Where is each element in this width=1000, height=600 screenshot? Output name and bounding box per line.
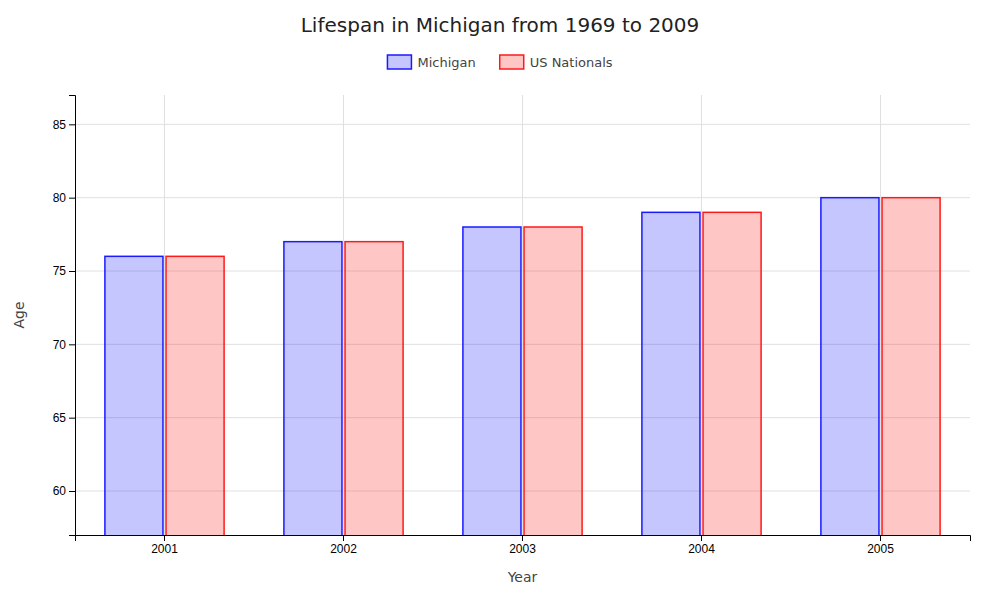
bar — [882, 198, 940, 535]
tick-label: 65 — [53, 411, 67, 425]
chart: 60 65 70 75 80 85 2001 2002 2003 2004 2005 Lifespan… — [0, 0, 1000, 600]
legend-swatch — [387, 55, 411, 69]
legend-label: US Nationals — [530, 55, 613, 70]
tick-mark — [69, 418, 75, 419]
bar-series — [166, 198, 940, 535]
tick-mark — [880, 535, 881, 541]
tick: 75 — [53, 264, 75, 278]
legend: Michigan US Nationals — [387, 55, 612, 70]
bar — [105, 256, 163, 535]
grid-line-x — [880, 95, 881, 535]
legend-item: US Nationals — [500, 55, 613, 70]
tick-mark — [69, 124, 75, 125]
tick-mark — [343, 535, 344, 541]
bar — [703, 212, 761, 535]
tick-mark — [701, 535, 702, 541]
legend-swatch — [500, 55, 524, 69]
legend-label: Michigan — [417, 55, 475, 70]
tick-mark — [69, 198, 75, 199]
tick-label: 75 — [53, 264, 67, 278]
tick: 2005 — [867, 535, 894, 556]
bars — [105, 198, 940, 535]
tick-label: 2003 — [509, 542, 536, 556]
x-axis: 2001 2002 2003 2004 2005 — [76, 535, 971, 556]
tick: 2001 — [151, 535, 178, 556]
tick-mark — [69, 271, 75, 272]
grid-line-x — [701, 95, 702, 535]
tick: 80 — [53, 191, 75, 205]
bar — [284, 242, 342, 535]
tick: 70 — [53, 338, 75, 352]
tick: 2003 — [509, 535, 536, 556]
tick: 65 — [53, 411, 75, 425]
plot-area: 60 65 70 75 80 85 2001 2002 2003 2004 2005 — [53, 95, 971, 600]
bar — [345, 242, 403, 535]
tick-label: 80 — [53, 191, 67, 205]
tick-label: 85 — [53, 118, 67, 132]
legend-item: Michigan — [387, 55, 475, 70]
tick-label: 2004 — [688, 542, 715, 556]
tick-label: 2002 — [330, 542, 357, 556]
tick-mark — [522, 535, 523, 541]
y-axis: 60 65 70 75 80 85 — [53, 96, 76, 536]
tick-label: 2001 — [151, 542, 178, 556]
grid-line-x — [164, 95, 165, 535]
title: Lifespan in Michigan from 1969 to 2009 — [301, 13, 700, 37]
tick: 85 — [53, 118, 75, 132]
axis-line — [76, 536, 971, 542]
tick-mark — [164, 535, 165, 541]
tick-label: 70 — [53, 338, 67, 352]
tick-label: 60 — [53, 484, 67, 498]
bar-series — [105, 198, 879, 535]
tick-mark — [69, 491, 75, 492]
tick-label: 2005 — [867, 542, 894, 556]
bar — [642, 212, 700, 535]
bar — [463, 227, 521, 535]
tick: 60 — [53, 484, 75, 498]
grid-line-x — [343, 95, 344, 535]
grid-line-x — [522, 95, 523, 535]
tick-mark — [69, 344, 75, 345]
bar — [166, 256, 224, 535]
bar — [821, 198, 879, 535]
axis-line — [69, 96, 76, 536]
tick: 2002 — [330, 535, 357, 556]
x-axis-title: Year — [507, 569, 538, 585]
bar — [524, 227, 582, 535]
tick: 2004 — [688, 535, 715, 556]
y-axis-title: Age — [11, 301, 27, 328]
